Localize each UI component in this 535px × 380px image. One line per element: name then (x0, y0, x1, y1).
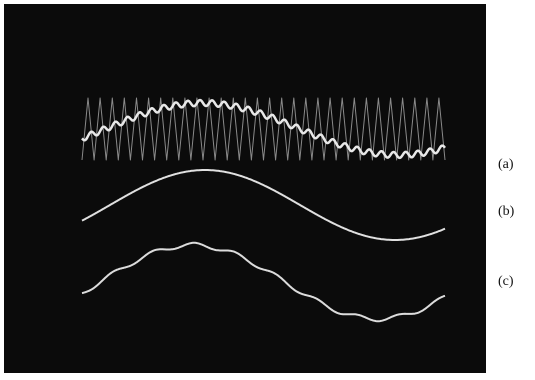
trace-label: (c) (498, 274, 514, 289)
trace-label: (a) (498, 157, 514, 172)
oscilloscope-figure: (a) (b) (c) (0, 0, 535, 380)
screen (4, 4, 486, 373)
trace-label: (b) (498, 204, 515, 219)
page: (a) (b) (c) (() => { const data = JSON.p… (0, 0, 535, 380)
